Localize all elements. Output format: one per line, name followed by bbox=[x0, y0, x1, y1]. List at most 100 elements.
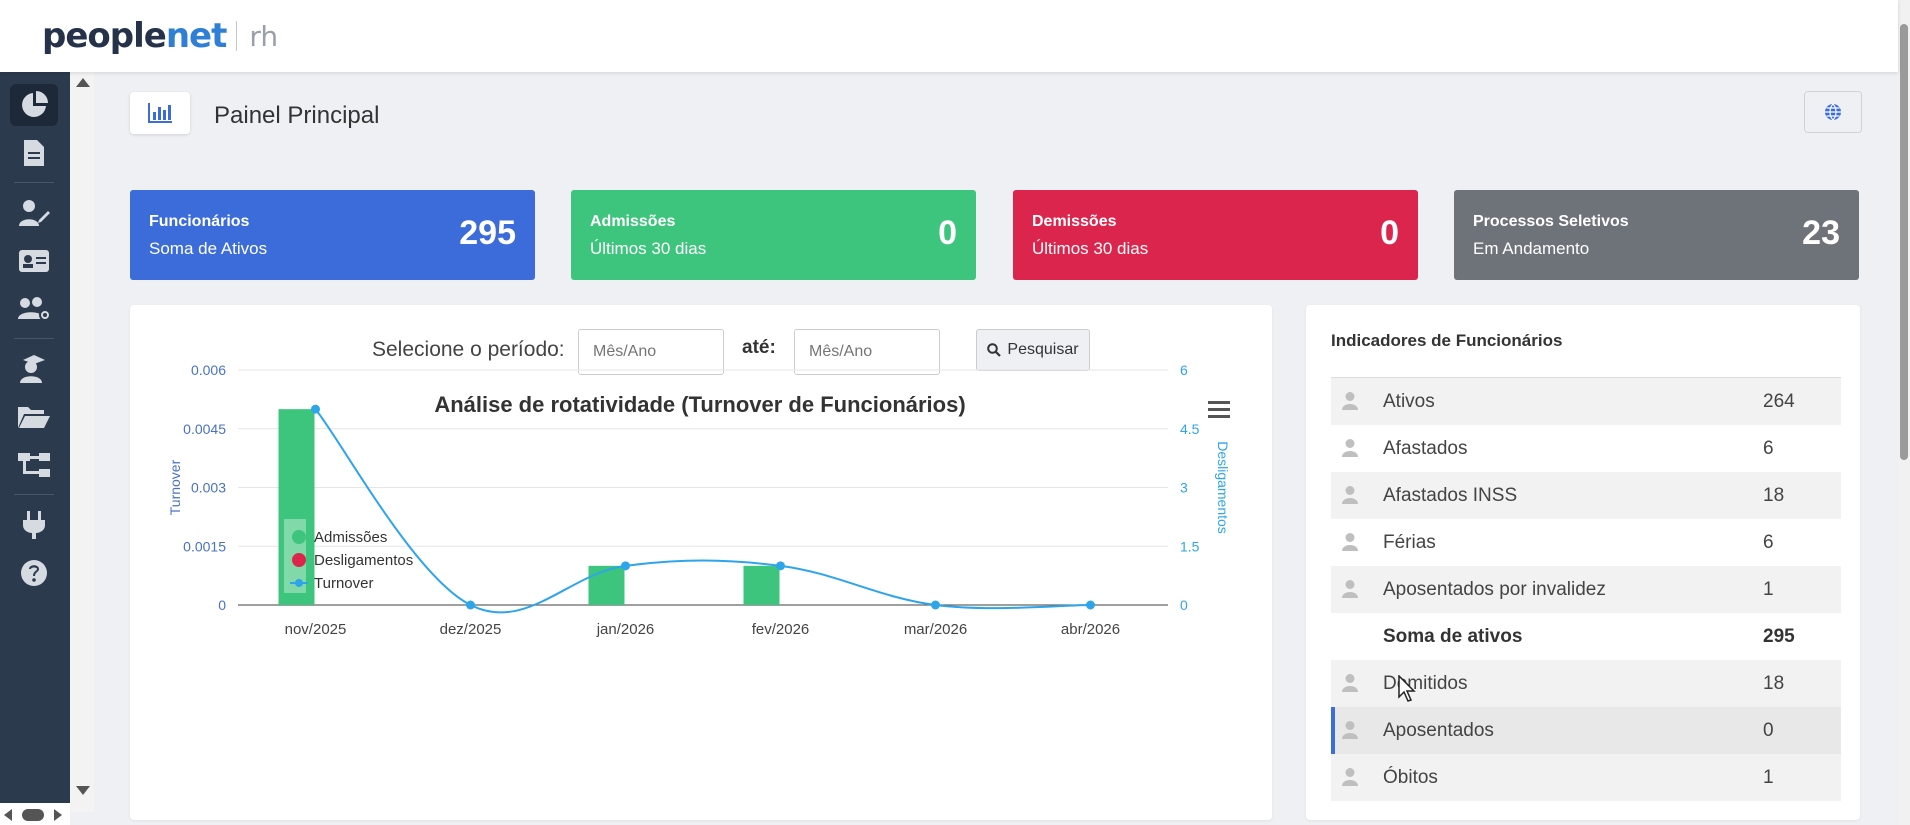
sidebar-item-dashboard[interactable] bbox=[10, 84, 58, 126]
sitemap-icon bbox=[18, 453, 50, 477]
kpi-title: Funcionários bbox=[149, 213, 250, 230]
kpi-subtitle: Últimos 30 dias bbox=[1032, 239, 1149, 258]
legend-point-marker bbox=[295, 579, 303, 587]
indicator-value: 295 bbox=[1763, 625, 1795, 647]
indicator-label: Afastados INSS bbox=[1383, 484, 1518, 506]
chart-menu-icon[interactable] bbox=[1208, 401, 1230, 418]
scroll-left-icon[interactable] bbox=[4, 809, 12, 821]
sidebar-divider bbox=[14, 338, 54, 339]
turnover-point[interactable] bbox=[776, 561, 785, 571]
legend-marker bbox=[292, 530, 306, 544]
kpi-card-dismissals[interactable]: Demissões Últimos 30 dias 0 bbox=[1013, 190, 1418, 280]
indicator-label: Aposentados bbox=[1383, 719, 1494, 741]
kpi-subtitle: Em Andamento bbox=[1473, 239, 1590, 258]
chart-title: Análise de rotatividade (Turnover de Fun… bbox=[434, 392, 965, 417]
indicator-row[interactable]: Aposentados 0 bbox=[1331, 707, 1841, 754]
kpi-value: 295 bbox=[459, 214, 516, 252]
logo-suffix: rh bbox=[249, 19, 279, 53]
scroll-thumb[interactable] bbox=[22, 809, 44, 821]
user-edit-icon bbox=[19, 200, 50, 226]
sidebar-divider bbox=[14, 182, 54, 183]
indicator-row[interactable]: Aposentados por invalidez 1 bbox=[1331, 566, 1841, 613]
sidebar-item-integrations[interactable] bbox=[10, 504, 58, 546]
indicator-value: 18 bbox=[1763, 484, 1785, 506]
sidebar-item-user-edit[interactable] bbox=[10, 192, 58, 234]
indicator-row[interactable]: Férias 6 bbox=[1331, 519, 1841, 566]
kpi-subtitle: Soma de Ativos bbox=[149, 239, 268, 258]
indicators-list: Ativos 264 Afastados 6 Afastados INSS 18 Féria… bbox=[1331, 377, 1841, 801]
kpi-value: 0 bbox=[938, 214, 957, 252]
turnover-point[interactable] bbox=[1086, 600, 1095, 610]
indicator-row[interactable]: Afastados INSS 18 bbox=[1331, 472, 1841, 519]
x-tick-label: fev/2026 bbox=[752, 621, 810, 638]
horizontal-scrollbar[interactable] bbox=[0, 803, 70, 825]
bar-admissoes bbox=[743, 565, 780, 605]
employee-indicators-card: Indicadores de Funcionários Ativos 264 Afa… bbox=[1306, 305, 1860, 820]
language-button[interactable] bbox=[1804, 91, 1862, 133]
kpi-title: Demissões bbox=[1032, 213, 1117, 230]
legend-label[interactable]: Admissões bbox=[314, 529, 387, 546]
kpi-title: Admissões bbox=[590, 213, 676, 230]
indicator-row[interactable]: Ativos 264 bbox=[1331, 378, 1841, 425]
bar-admissoes bbox=[278, 409, 315, 605]
scroll-right-icon[interactable] bbox=[54, 809, 62, 821]
period-to-input[interactable] bbox=[794, 329, 940, 375]
turnover-chart: Análise de rotatividade (Turnover de Fun… bbox=[167, 362, 1231, 638]
user-icon bbox=[1342, 392, 1358, 410]
turnover-point[interactable] bbox=[621, 561, 630, 571]
kpi-card-employees[interactable]: Funcionários Soma de Ativos 295 bbox=[130, 190, 535, 280]
page-scrollbar[interactable] bbox=[1898, 0, 1910, 825]
indicator-row[interactable]: Afastados 6 bbox=[1331, 425, 1841, 472]
top-bar: people net rh bbox=[0, 0, 1898, 72]
page-title: Painel Principal bbox=[214, 102, 380, 129]
sidebar-item-org-chart[interactable] bbox=[10, 444, 58, 486]
indicator-label: Ativos bbox=[1383, 390, 1435, 412]
app-logo[interactable]: people net rh bbox=[42, 14, 278, 58]
y-right-axis-label: Desligamentos bbox=[1215, 441, 1231, 534]
header-icon-box bbox=[130, 92, 190, 134]
indicator-row[interactable]: Soma de ativos 295 bbox=[1331, 613, 1841, 660]
turnover-point[interactable] bbox=[931, 600, 940, 610]
plug-icon bbox=[23, 511, 45, 539]
turnover-point[interactable] bbox=[466, 600, 475, 610]
folder-open-icon bbox=[18, 407, 50, 428]
scroll-up-icon[interactable] bbox=[76, 78, 90, 87]
users-cog-icon bbox=[18, 297, 51, 321]
scroll-down-icon[interactable] bbox=[76, 786, 90, 795]
period-from-input[interactable] bbox=[578, 329, 724, 375]
bar-chart-icon bbox=[148, 103, 172, 123]
page-scroll-thumb[interactable] bbox=[1900, 24, 1908, 460]
kpi-card-selection-processes[interactable]: Processos Seletivos Em Andamento 23 bbox=[1454, 190, 1859, 280]
sidebar-item-id-card[interactable] bbox=[10, 240, 58, 282]
indicator-value: 1 bbox=[1763, 578, 1774, 600]
sidebar-item-training[interactable] bbox=[10, 348, 58, 390]
indicator-value: 264 bbox=[1763, 390, 1795, 412]
x-tick-label: dez/2025 bbox=[440, 621, 502, 638]
graduation-cap-icon bbox=[20, 355, 45, 383]
user-icon bbox=[1342, 674, 1358, 692]
sidebar-item-files[interactable] bbox=[10, 396, 58, 438]
y-right-tick-label: 0 bbox=[1180, 597, 1188, 613]
sidebar-item-documents[interactable] bbox=[10, 132, 58, 174]
indicator-label: Aposentados por invalidez bbox=[1383, 578, 1606, 600]
legend-label[interactable]: Turnover bbox=[314, 575, 373, 592]
indicator-row[interactable]: Óbitos 1 bbox=[1331, 754, 1841, 801]
kpi-value: 0 bbox=[1380, 214, 1399, 252]
y-left-axis-label: Turnover bbox=[167, 459, 183, 515]
legend-label[interactable]: Desligamentos bbox=[314, 552, 413, 569]
indicator-label: Demitidos bbox=[1383, 672, 1468, 694]
sidebar-item-help[interactable] bbox=[10, 552, 58, 594]
sidebar-divider bbox=[14, 494, 54, 495]
indicator-row[interactable]: Demitidos 18 bbox=[1331, 660, 1841, 707]
indicator-value: 6 bbox=[1763, 437, 1774, 459]
y-left-tick-label: 0.003 bbox=[191, 480, 226, 496]
logo-divider bbox=[236, 21, 238, 51]
period-label: Selecione o período: bbox=[372, 338, 565, 361]
kpi-card-admissions[interactable]: Admissões Últimos 30 dias 0 bbox=[571, 190, 976, 280]
sidebar-item-users-cog[interactable] bbox=[10, 288, 58, 330]
y-left-tick-label: 0.0015 bbox=[183, 538, 226, 554]
sidebar-scrollbar[interactable] bbox=[70, 72, 94, 812]
turnover-point[interactable] bbox=[311, 404, 320, 414]
y-right-tick-label: 6 bbox=[1180, 362, 1188, 378]
legend-marker bbox=[292, 553, 306, 567]
